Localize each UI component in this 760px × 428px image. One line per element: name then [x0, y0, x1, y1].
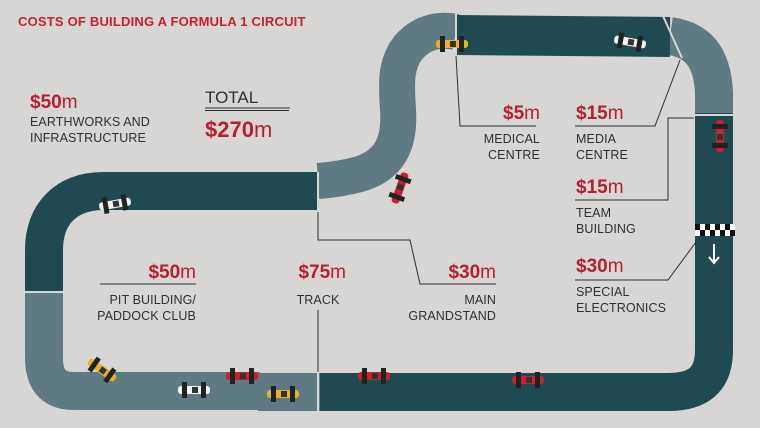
cost-media: $15m MEDIA CENTRE: [576, 103, 628, 163]
cost-amount: $15m: [576, 177, 624, 198]
cost-label: SPECIAL ELECTRONICS: [576, 285, 667, 315]
cost-grandstand: $30m MAIN GRANDSTAND: [400, 262, 496, 324]
cost-label: TEAM BUILDING: [576, 206, 636, 236]
track-segment-back-straight: [455, 15, 671, 57]
track-segment-west: [25, 172, 318, 292]
total-amount: $270m: [205, 117, 273, 142]
car-yellow: [87, 356, 117, 384]
car-red: [226, 368, 258, 384]
cost-amount: $30m: [448, 262, 496, 283]
cost-earthworks: $50m EARTHWORKS AND INFRASTRUCTURE: [30, 92, 150, 146]
finish-line-flag: [695, 224, 735, 236]
cost-amount: $15m: [576, 103, 624, 124]
total-label: TOTAL: [205, 88, 259, 107]
track-segment-corner-ne: [666, 17, 733, 115]
car-white: [178, 382, 210, 398]
cost-amount: $50m: [148, 262, 196, 283]
cost-label: PIT BUILDING/PADDOCK CLUB: [97, 293, 196, 323]
car-yellow: [436, 36, 468, 52]
car-red: [712, 120, 728, 152]
cost-label: MAIN GRANDSTAND: [408, 293, 496, 323]
car-red: [512, 372, 544, 388]
car-yellow: [267, 386, 299, 402]
cost-electronics: $30m SPECIAL ELECTRONICS: [576, 256, 666, 316]
race-cars: [87, 32, 728, 402]
cost-pit: $50m PIT BUILDING/PADDOCK CLUB: [90, 262, 196, 324]
page-title: COSTS OF BUILDING A FORMULA 1 CIRCUIT: [18, 14, 306, 29]
track-segment-main-straight: [318, 113, 733, 411]
cost-amount: $30m: [576, 256, 624, 277]
car-white: [99, 194, 131, 214]
cost-track: $75m TRACK: [290, 262, 346, 308]
car-white: [614, 32, 646, 52]
total-block: TOTAL $270m: [205, 88, 289, 143]
track-segment-hairpin: [24, 290, 260, 410]
segment-dividers: [25, 14, 735, 412]
cost-team: $15m TEAM BUILDING: [576, 177, 636, 237]
leader-lines: [100, 55, 697, 372]
cost-amount: $50m: [30, 92, 78, 113]
cost-medical: $5m MEDICAL CENTRE: [470, 103, 540, 163]
cost-label: TRACK: [296, 293, 340, 307]
car-red: [358, 368, 390, 384]
track-segment-chicane: [316, 12, 460, 199]
cost-label: MEDIA CENTRE: [576, 132, 628, 162]
cost-amount: $5m: [503, 103, 540, 124]
direction-arrow-icon: [708, 244, 720, 265]
cost-amount: $75m: [298, 262, 346, 283]
total-divider: [205, 110, 289, 111]
car-red: [388, 172, 412, 204]
cost-label: MEDICAL CENTRE: [483, 132, 540, 162]
cost-label: EARTHWORKS AND INFRASTRUCTURE: [30, 115, 150, 145]
